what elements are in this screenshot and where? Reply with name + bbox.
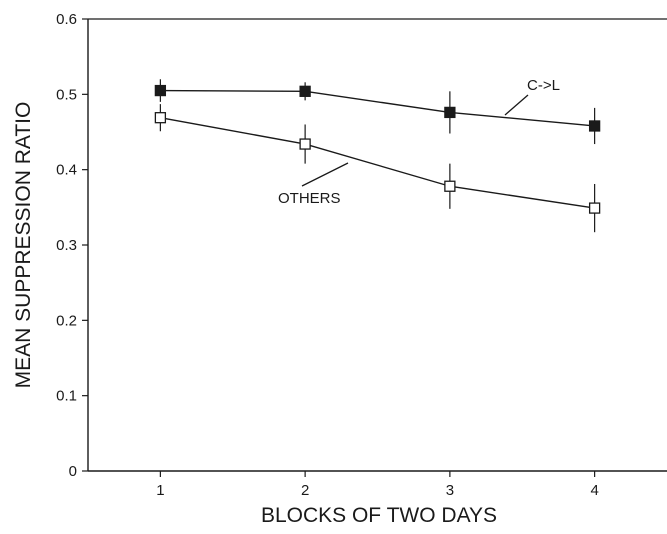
y-tick-label: 0.2 <box>56 312 77 329</box>
annotation-c-to-l: C->L <box>527 77 560 94</box>
annotation-others: OTHERS <box>278 190 341 207</box>
data-point-c-to-l <box>154 84 167 97</box>
series-line-others <box>160 116 595 209</box>
x-axis-title: BLOCKS OF TWO DAYS <box>261 504 497 527</box>
data-point-others <box>299 138 311 150</box>
leader-line-others <box>301 162 349 187</box>
y-tick-label: 0.1 <box>56 388 77 405</box>
x-tick-label: 1 <box>156 482 164 499</box>
data-point-others <box>154 112 167 124</box>
data-point-c-to-l <box>588 120 601 132</box>
y-tick-label: 0.6 <box>56 11 77 28</box>
data-point-c-to-l <box>299 85 311 97</box>
x-tick-label: 2 <box>301 482 309 499</box>
x-tick-label: 3 <box>446 482 454 499</box>
y-tick-label: 0.5 <box>56 86 77 103</box>
data-point-others <box>588 202 601 214</box>
data-point-c-to-l <box>444 106 456 119</box>
data-point-others <box>444 180 456 192</box>
leader-line-c-to-l <box>504 94 529 116</box>
y-tick-label: 0 <box>69 463 77 480</box>
y-axis-title: MEAN SUPPRESSION RATIO <box>12 102 35 389</box>
y-tick-label: 0.4 <box>56 162 77 179</box>
x-tick-label: 4 <box>590 482 598 499</box>
series-line-c-to-l <box>160 89 595 127</box>
y-tick-label: 0.3 <box>56 237 77 254</box>
